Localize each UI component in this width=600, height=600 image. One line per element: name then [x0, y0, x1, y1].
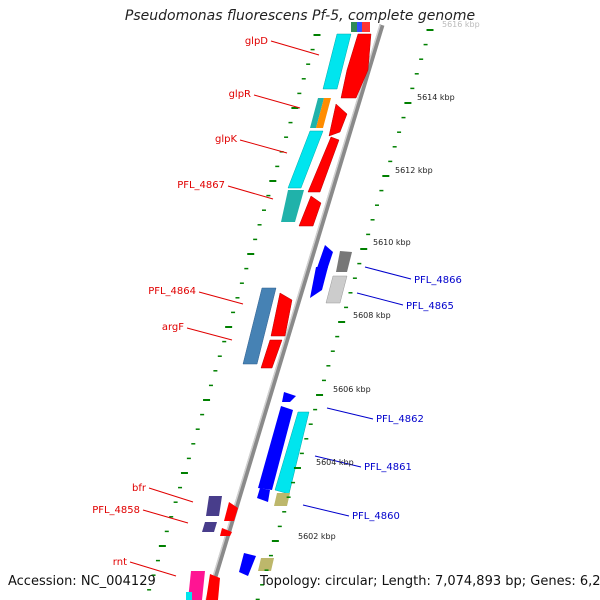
- gene-rnt-feature[interactable]: [188, 571, 205, 600]
- gene-glpK-red[interactable]: [307, 136, 340, 193]
- topology-text: Topology: circular; Length: 7,074,893 bp…: [260, 574, 600, 589]
- gene-PFL_4862-small[interactable]: [282, 392, 296, 402]
- gene-glpD-red[interactable]: [340, 33, 372, 99]
- gene-glpK-feature[interactable]: [287, 130, 324, 189]
- gene-glpD-feature[interactable]: [322, 33, 352, 90]
- label-PFL_4861[interactable]: PFL_4861: [364, 462, 412, 473]
- label-glpK[interactable]: glpK: [215, 134, 237, 145]
- gene-PFL_4867-red[interactable]: [298, 195, 322, 227]
- gene-PFL_4864-red[interactable]: [270, 292, 293, 337]
- genome-backbone-highlight: [205, 24, 381, 600]
- gene-PFL_4865-feature[interactable]: [310, 267, 328, 298]
- gene-bfr-feature[interactable]: [206, 496, 222, 516]
- gene-bottom-blue[interactable]: [239, 553, 256, 576]
- gene-glpR-orange[interactable]: [316, 98, 331, 128]
- gene-bottom-khaki[interactable]: [258, 558, 274, 571]
- gene-rnt-red[interactable]: [206, 574, 220, 600]
- gene-PFL_4866-feature[interactable]: [317, 245, 333, 270]
- scale-track: [147, 29, 434, 600]
- label-PFL_4864[interactable]: PFL_4864: [148, 286, 196, 297]
- label-glpR[interactable]: glpR: [229, 89, 251, 100]
- label-PFL_4858[interactable]: PFL_4858: [92, 505, 140, 516]
- label-glpD[interactable]: glpD: [245, 36, 268, 47]
- gene-PFL_4860-feature[interactable]: [274, 493, 290, 506]
- label-rnt[interactable]: rnt: [113, 557, 127, 568]
- map-title: Pseudomonas fluorescens Pf-5, complete g…: [124, 8, 476, 24]
- label-argF[interactable]: argF: [162, 322, 184, 333]
- label-PFL_4866[interactable]: PFL_4866: [414, 275, 462, 286]
- gene-PFL_4858-red[interactable]: [220, 528, 232, 536]
- tick-label-5608: 5608 kbp: [353, 311, 391, 320]
- tick-label-5604: 5604 kbp: [316, 458, 354, 467]
- gene-PFL_4864-feature[interactable]: [242, 287, 277, 365]
- gene-PFL_4867-feature[interactable]: [281, 190, 304, 222]
- gene-PFL_4862-feature[interactable]: [258, 406, 293, 490]
- tick-label-5612: 5612 kbp: [395, 166, 433, 175]
- label-bfr[interactable]: bfr: [132, 483, 147, 494]
- gene-PFL_4866-gray[interactable]: [336, 251, 352, 272]
- tick-label-5602: 5602 kbp: [298, 532, 336, 541]
- tick-label-top-partial: 5616 kbp: [442, 20, 480, 29]
- label-PFL_4867[interactable]: PFL_4867: [177, 180, 225, 191]
- right-leaders: [302, 266, 412, 517]
- label-PFL_4865[interactable]: PFL_4865: [406, 301, 454, 312]
- gene-PFL_4865-lightgray[interactable]: [325, 275, 348, 304]
- gene-rnt-cyan-stub: [186, 592, 192, 600]
- label-PFL_4860[interactable]: PFL_4860: [352, 511, 400, 522]
- tick-label-5610: 5610 kbp: [373, 238, 411, 247]
- accession-text: Accession: NC_004129: [8, 574, 156, 589]
- tick-label-5606: 5606 kbp: [333, 385, 371, 394]
- gene-glpR-feature[interactable]: [310, 98, 324, 128]
- gene-bfr-red[interactable]: [224, 502, 238, 521]
- gene-glpR-red[interactable]: [328, 103, 348, 137]
- gene-PFL_4858-feature[interactable]: [202, 522, 217, 532]
- gene-PFL_4860-small[interactable]: [257, 488, 270, 502]
- genome-backbone: [205, 24, 385, 600]
- top-stub-red: [362, 22, 370, 32]
- gene-argF-red[interactable]: [260, 339, 283, 369]
- top-stub-green: [351, 22, 357, 32]
- tick-label-5614: 5614 kbp: [417, 93, 455, 102]
- label-PFL_4862[interactable]: PFL_4862: [376, 414, 424, 425]
- top-stub-blue: [357, 22, 362, 32]
- left-leaders: [129, 40, 320, 577]
